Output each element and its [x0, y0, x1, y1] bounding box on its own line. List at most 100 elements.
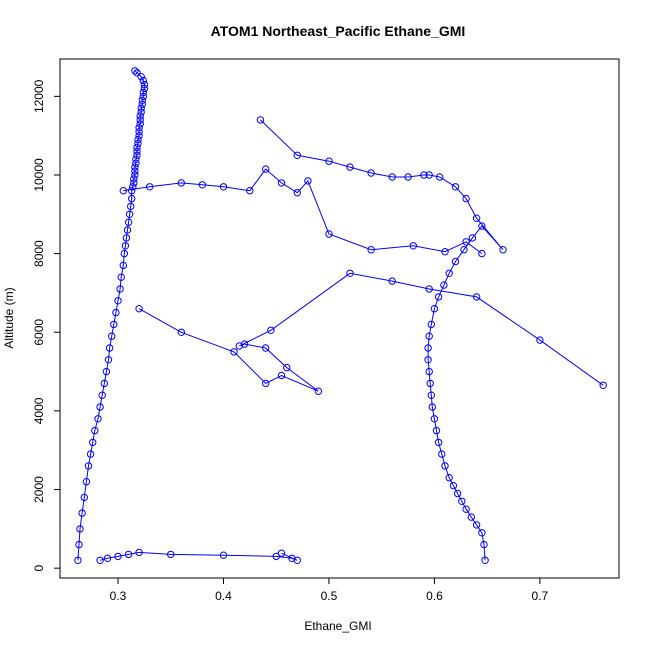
data-point [219, 183, 228, 191]
data-point [125, 210, 134, 219]
data-point [104, 356, 113, 364]
data-point [136, 112, 144, 120]
data-point [424, 344, 432, 352]
data-point [432, 426, 441, 435]
data-point [177, 328, 186, 336]
data-point [468, 234, 477, 242]
data-point [133, 147, 141, 156]
data-point [131, 67, 139, 75]
data-point [325, 157, 333, 165]
data-point [86, 450, 95, 458]
data-point [82, 478, 91, 486]
data-point [262, 379, 270, 388]
series-5 [119, 165, 486, 258]
data-point [430, 305, 439, 313]
data-point [462, 194, 470, 203]
data-point [246, 187, 254, 195]
data-point [135, 124, 143, 132]
data-point [132, 159, 140, 167]
series-2 [256, 116, 507, 564]
data-point [136, 116, 144, 124]
y-tick-label: 8000 [32, 240, 46, 267]
data-point [75, 540, 83, 549]
data-point [117, 273, 125, 281]
data-point [462, 238, 470, 246]
data-point [430, 415, 439, 423]
chart-title: ATOM1 Northeast_Pacific Ethane_GMI [211, 23, 466, 39]
data-point [458, 497, 466, 505]
data-point [137, 108, 145, 116]
data-point [114, 297, 122, 305]
data-point [137, 104, 145, 112]
x-axis: 0.3 0.4 0.5 0.6 0.7 [110, 577, 549, 603]
data-point [460, 246, 468, 254]
data-point [325, 230, 333, 238]
x-tick-label: 0.4 [215, 589, 232, 603]
data-point [436, 173, 444, 181]
data-point [133, 69, 141, 77]
data-point [293, 189, 301, 197]
data-point [440, 281, 448, 289]
data-point [453, 489, 462, 498]
data-point [102, 367, 111, 376]
data-point [420, 171, 428, 179]
data-point [467, 513, 475, 521]
data-point [128, 194, 136, 203]
series-layer [74, 67, 607, 564]
data-point [426, 379, 434, 388]
data-point [293, 556, 301, 564]
series-3 [96, 548, 301, 564]
data-point [78, 509, 86, 517]
y-axis: 0 2000 4000 6000 8000 10000 12000 [32, 79, 61, 572]
data-point [124, 218, 133, 226]
data-point [130, 179, 138, 187]
data-point [138, 96, 147, 105]
data-point [480, 540, 488, 549]
data-point [472, 214, 481, 222]
data-point [127, 202, 135, 211]
data-point [105, 344, 114, 352]
data-point [427, 391, 435, 399]
data-point [240, 340, 249, 348]
data-point [434, 293, 443, 301]
data-point [131, 171, 139, 179]
y-axis-label: Altitude (m) [2, 287, 16, 348]
data-point [277, 549, 286, 557]
series-line [123, 168, 483, 255]
data-point [283, 363, 291, 372]
x-tick-label: 0.6 [426, 589, 443, 603]
y-tick-label: 12000 [32, 79, 46, 113]
data-point [84, 462, 93, 470]
data-point [478, 222, 486, 230]
data-point [140, 84, 149, 93]
series-line [138, 272, 604, 392]
data-point [139, 76, 148, 85]
data-point [108, 332, 116, 340]
data-point [441, 248, 449, 256]
data-point [96, 403, 104, 411]
data-point [424, 356, 432, 364]
data-point [139, 88, 148, 97]
data-point [80, 493, 89, 502]
data-point [100, 379, 109, 388]
series-1 [74, 67, 149, 564]
data-point [428, 403, 436, 411]
data-point [135, 132, 143, 140]
y-tick-label: 6000 [32, 319, 46, 346]
data-point [177, 179, 186, 187]
data-point [116, 285, 124, 293]
data-point [230, 348, 238, 356]
data-point [367, 246, 375, 254]
data-point [91, 426, 99, 435]
data-point [136, 120, 144, 128]
data-point [112, 308, 120, 317]
data-point [425, 171, 433, 179]
data-point [124, 550, 133, 559]
data-point [449, 481, 458, 490]
series-4 [135, 269, 607, 395]
data-point [89, 438, 97, 447]
y-tick-label: 10000 [32, 158, 46, 192]
data-point [198, 181, 207, 189]
